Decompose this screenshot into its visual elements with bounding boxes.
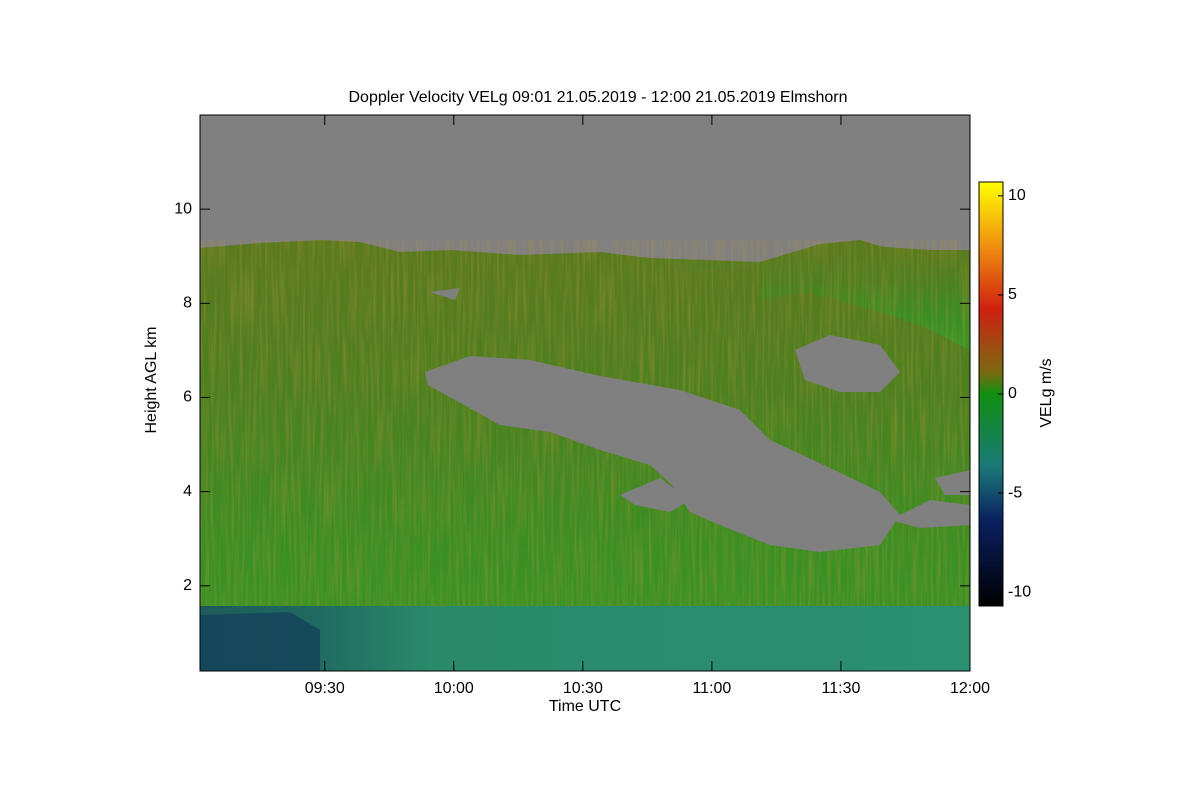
- x-tick-label: 11:30: [822, 680, 861, 697]
- x-tick-label: 10:00: [434, 680, 474, 697]
- chart-title: Doppler Velocity VELg 09:01 21.05.2019 -…: [348, 89, 847, 106]
- colorbar-tick-label: 10: [1008, 187, 1026, 204]
- velocity-field: [200, 115, 970, 671]
- y-tick-label: 10: [174, 200, 192, 217]
- plot-frame: [199, 114, 971, 672]
- colorbar-label: VELg m/s: [1038, 358, 1055, 427]
- y-tick-label: 6: [183, 389, 192, 406]
- colorbar-tick-label: -10: [1008, 583, 1031, 600]
- x-tick-label: 11:00: [692, 680, 731, 697]
- colorbar-tick-label: 0: [1008, 385, 1017, 402]
- y-tick-label: 2: [183, 577, 192, 594]
- x-tick-label: 09:30: [305, 680, 345, 697]
- colorbar-tick-label: 5: [1008, 286, 1017, 303]
- x-axis-label: Time UTC: [549, 698, 621, 715]
- x-tick-label: 12:00: [950, 680, 990, 697]
- y-axis-label: Height AGL km: [143, 326, 160, 433]
- y-tick-label: 4: [183, 483, 192, 500]
- colorbar-tick-label: -5: [1008, 484, 1022, 501]
- y-tick-label: 8: [183, 295, 192, 312]
- x-tick-label: 10:30: [563, 680, 603, 697]
